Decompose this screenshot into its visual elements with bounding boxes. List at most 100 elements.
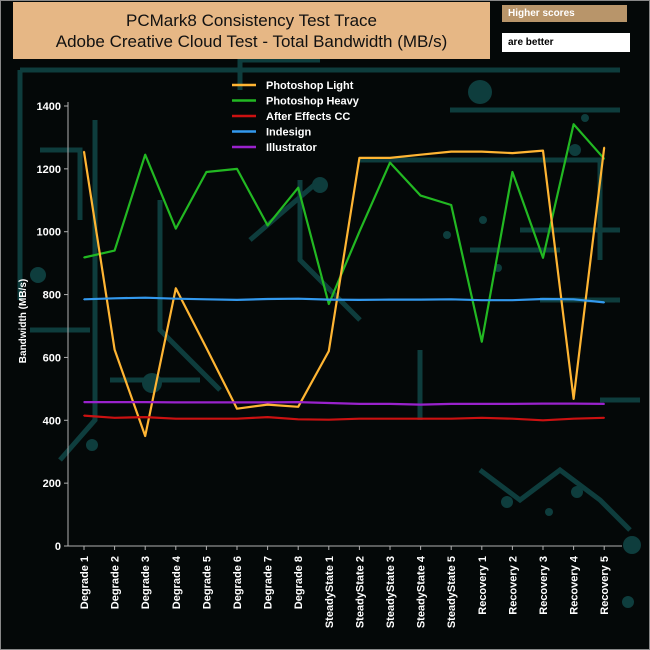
decor-trace (40, 147, 83, 220)
x-tick-label: Recovery 4 (569, 555, 581, 615)
data-point (389, 417, 391, 420)
data-point (603, 416, 605, 419)
data-point (450, 298, 453, 301)
data-point (419, 194, 422, 197)
decor-node (312, 177, 328, 193)
data-point (603, 301, 605, 304)
x-tick-label: Recovery 3 (538, 556, 550, 615)
data-point (542, 149, 544, 152)
data-point (419, 417, 422, 420)
y-tick-label: 800 (43, 290, 61, 302)
x-tick-label: SteadyState 3 (385, 556, 397, 628)
y-tick-label: 200 (43, 478, 61, 490)
data-point (144, 401, 146, 403)
data-point (297, 186, 300, 189)
decor-trace (360, 157, 603, 260)
higher-scores-note: Higher scores (502, 5, 627, 22)
series-line (83, 414, 605, 422)
data-point (328, 303, 330, 305)
data-point (603, 146, 605, 149)
data-point (205, 401, 208, 404)
data-point (83, 150, 85, 153)
decor-trace (157, 200, 222, 392)
data-point (175, 297, 177, 300)
decor-node (86, 439, 98, 451)
y-tick-label: 0 (55, 541, 61, 553)
decor-node (468, 80, 492, 104)
data-point (113, 348, 116, 351)
data-point (144, 153, 146, 156)
x-tick-label: Degrade 5 (201, 556, 213, 609)
x-tick-label: Degrade 3 (140, 556, 152, 609)
data-point (419, 403, 422, 406)
data-point (205, 417, 208, 420)
decor-node (479, 216, 487, 224)
data-point (175, 417, 177, 420)
data-point (83, 401, 85, 403)
chart-title: PCMark8 Consistency Test Trace (126, 10, 377, 30)
legend-entry: After Effects CC (266, 111, 350, 123)
x-tick-label: SteadyState 5 (446, 556, 458, 628)
series-illustrator (83, 401, 605, 406)
data-point (266, 403, 269, 406)
data-point (328, 298, 330, 301)
data-point (358, 403, 361, 405)
data-point (450, 150, 453, 153)
data-point (175, 227, 177, 230)
chart-subtitle: Adobe Creative Cloud Test - Total Bandwi… (55, 31, 448, 51)
data-point (83, 414, 85, 417)
data-point (358, 417, 361, 420)
data-point (113, 401, 116, 403)
y-tick-label: 400 (43, 415, 61, 427)
data-point (205, 298, 208, 301)
data-point (450, 204, 453, 206)
legend-entry: Photoshop Heavy (266, 96, 360, 108)
data-point (358, 230, 361, 233)
data-point (511, 171, 514, 173)
data-point (603, 403, 605, 405)
data-point (389, 403, 391, 405)
data-point (297, 401, 300, 403)
decor-node (142, 373, 162, 393)
series-line (83, 123, 606, 343)
x-tick-label: Degrade 6 (232, 556, 244, 609)
are-better-note: are better (502, 33, 630, 52)
data-point (328, 350, 330, 352)
data-point (481, 403, 483, 405)
data-point (572, 298, 575, 301)
decor-trace (248, 178, 322, 242)
x-tick-label: Degrade 2 (110, 556, 122, 609)
data-point (144, 416, 146, 418)
series-photoshop-heavy (83, 123, 606, 343)
data-point (83, 256, 85, 259)
data-point (572, 417, 575, 420)
y-tick-label: 1000 (37, 227, 61, 239)
series-after-effects-cc (83, 414, 605, 422)
data-point (450, 417, 453, 420)
data-point (113, 416, 116, 419)
x-tick-label: Recovery 5 (599, 556, 611, 615)
x-tick-label: Degrade 4 (171, 555, 183, 609)
data-point (266, 224, 269, 227)
decor-node (501, 496, 513, 508)
data-point (511, 152, 514, 154)
chart-title-box: PCMark8 Consistency Test Trace Adobe Cre… (13, 2, 490, 59)
data-point (266, 401, 269, 404)
x-tick-label: Degrade 8 (293, 556, 305, 609)
data-point (175, 401, 177, 404)
series-indesign (83, 296, 605, 304)
data-point (236, 168, 238, 170)
data-point (542, 419, 544, 422)
decor-node (30, 267, 46, 283)
data-point (266, 298, 269, 300)
x-tick-label: SteadyState 4 (416, 555, 428, 628)
data-point (481, 340, 483, 343)
y-tick-label: 1200 (37, 164, 61, 176)
data-point (144, 435, 146, 437)
data-point (542, 298, 544, 300)
x-tick-label: Recovery 1 (477, 556, 489, 615)
data-point (113, 249, 116, 252)
data-point (236, 407, 238, 410)
series-line (84, 401, 605, 406)
